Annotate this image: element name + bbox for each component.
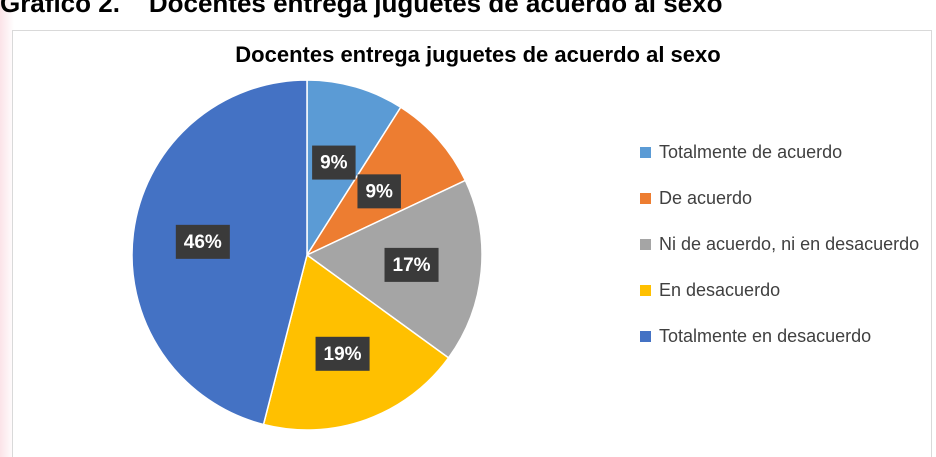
legend-swatch — [640, 193, 651, 204]
data-label-box — [357, 174, 401, 209]
data-label: 9% — [312, 145, 356, 180]
legend-swatch — [640, 285, 651, 296]
legend-label: En desacuerdo — [659, 280, 781, 300]
data-label: 19% — [315, 336, 370, 371]
data-label-text: 46% — [184, 232, 222, 253]
data-label: 17% — [384, 247, 439, 282]
legend-item: En desacuerdo — [640, 276, 925, 305]
heading: Gráfico 2. Docentes entrega juguetes de … — [0, 0, 723, 18]
data-label-text: 19% — [324, 344, 362, 365]
data-label-box — [175, 224, 230, 259]
data-label-box — [315, 336, 370, 371]
data-label: 46% — [175, 224, 230, 259]
legend-label: Totalmente en desacuerdo — [659, 326, 872, 346]
data-label-text: 9% — [365, 181, 393, 202]
legend-item: Totalmente en desacuerdo — [640, 322, 925, 351]
data-label-text: 17% — [393, 255, 431, 276]
legend-item: Ni de acuerdo, ni en desacuerdo — [640, 230, 925, 259]
legend-item: Totalmente de acuerdo — [640, 138, 925, 167]
legend: Totalmente de acuerdo De acuerdo Ni de acu… — [640, 138, 925, 368]
legend-label: Ni de acuerdo, ni en desacuerdo — [659, 234, 920, 254]
legend-swatch — [640, 239, 651, 250]
data-label-box — [312, 145, 356, 180]
legend-swatch — [640, 147, 651, 158]
legend-item: De acuerdo — [640, 184, 925, 213]
legend-label: Totalmente de acuerdo — [659, 142, 843, 162]
legend-swatch — [640, 331, 651, 342]
legend-label: De acuerdo — [659, 188, 753, 208]
data-label: 9% — [357, 174, 401, 209]
chart-title: Docentes entrega juguetes de acuerdo al … — [235, 42, 720, 67]
data-label-text: 9% — [320, 153, 348, 174]
data-label-box — [384, 247, 439, 282]
